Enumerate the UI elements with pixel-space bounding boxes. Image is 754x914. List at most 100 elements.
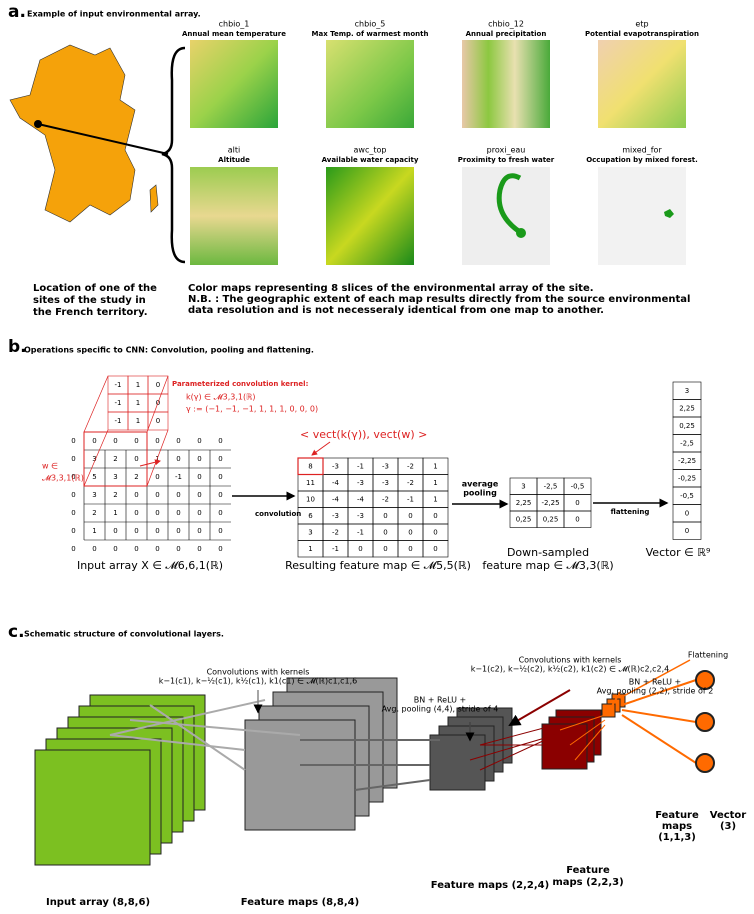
text: 0 — [134, 527, 138, 535]
text: 0 — [155, 545, 159, 553]
text: 2 — [92, 509, 96, 517]
text: 0 — [383, 512, 387, 520]
river-end — [516, 228, 526, 238]
arrow — [312, 442, 330, 455]
text: Feature — [566, 865, 610, 876]
text: Feature maps (2,2,4) — [431, 880, 549, 891]
text: 0 — [113, 545, 117, 553]
text: -2,25 — [541, 499, 559, 507]
feature-map — [542, 724, 587, 769]
text: awc_top — [354, 146, 387, 155]
text: -3 — [332, 462, 339, 470]
text: -1 — [175, 473, 182, 481]
text: 0 — [113, 437, 117, 445]
text: Convolutions with kernels — [207, 668, 310, 677]
env-map — [598, 40, 686, 128]
text: 0 — [575, 499, 579, 507]
text: 0,25 — [543, 515, 559, 523]
text: 0 — [71, 437, 75, 445]
text: 0 — [218, 437, 222, 445]
text: 0 — [197, 527, 201, 535]
text: -3 — [357, 479, 364, 487]
text: 0 — [134, 455, 138, 463]
text: etp — [635, 20, 648, 29]
text: 11 — [306, 479, 315, 487]
text: 0 — [134, 545, 138, 553]
text: 0 — [134, 491, 138, 499]
text: Annual precipitation — [466, 30, 547, 38]
text: Vector ∈ ℝ⁹ — [646, 546, 711, 559]
text: Annual mean temperature — [182, 30, 286, 38]
text: 0 — [197, 491, 201, 499]
text: 2 — [134, 473, 138, 481]
text: 0 — [408, 545, 412, 553]
text: 6 — [308, 512, 313, 520]
text: alti — [228, 146, 240, 155]
feature-map — [245, 720, 355, 830]
text: (3) — [720, 821, 736, 832]
text: chbio_5 — [355, 20, 386, 29]
feature-map — [35, 750, 150, 865]
text: -1 — [115, 417, 122, 425]
text: flattening — [611, 508, 650, 516]
text: 0 — [433, 528, 437, 536]
text: 1 — [92, 527, 96, 535]
arrow — [140, 461, 160, 466]
layer-structure: Convolutions with kernelsk−1(c1), k−½(c1… — [35, 651, 746, 909]
text: k−1(c2), k−½(c2), k½(c2), k1(c2) ∈ 𝓜(ℝ)c… — [471, 665, 670, 674]
env-map — [326, 40, 414, 128]
text: 0 — [408, 512, 412, 520]
text: sites of the study in — [33, 295, 146, 306]
text: 0 — [134, 509, 138, 517]
text: pooling — [463, 489, 497, 498]
text: Max Temp. of warmest month — [312, 30, 429, 38]
text: data resolution and is not necesseraly i… — [188, 305, 604, 316]
text: 0 — [433, 545, 437, 553]
text: 0,25 — [516, 515, 532, 523]
panel-label: c. — [8, 622, 25, 642]
text: 0 — [383, 545, 387, 553]
text: 0 — [71, 491, 75, 499]
text: (1,1,3) — [658, 832, 696, 843]
text: 1 — [136, 399, 140, 407]
corsica — [150, 185, 158, 212]
text: -2 — [382, 495, 389, 503]
text: 0 — [197, 545, 201, 553]
text: 3 — [308, 528, 312, 536]
text: -0,5 — [571, 482, 585, 490]
text: Color maps representing 8 slices of the … — [188, 283, 594, 294]
text: Avg. pooling (4,4), stride of 4 — [382, 705, 499, 714]
link — [84, 376, 108, 432]
env-map — [326, 167, 414, 265]
text: 0 — [685, 527, 689, 535]
env-map — [598, 167, 686, 265]
text: 0 — [71, 545, 75, 553]
text: 2 — [113, 455, 117, 463]
text: chbio_1 — [219, 20, 250, 29]
text: BN + ReLU + — [629, 678, 682, 687]
text: Potential evapotranspiration — [585, 30, 699, 38]
text: -2 — [407, 479, 414, 487]
text: 0 — [92, 437, 96, 445]
text: -1 — [357, 528, 364, 536]
text: 0 — [176, 527, 180, 535]
text: N.B. : The geographic extent of each map… — [188, 294, 690, 305]
text: 0 — [113, 527, 117, 535]
text: Proximity to fresh water — [458, 156, 555, 164]
france-map — [10, 45, 135, 222]
text: 0 — [71, 509, 75, 517]
text: 0,25 — [679, 422, 695, 430]
neuron — [696, 713, 714, 731]
text: 2,25 — [679, 405, 695, 413]
text: 2 — [113, 491, 117, 499]
text: -2,5 — [544, 482, 558, 490]
text: 𝓜3,3,1(ℝ) — [42, 474, 84, 483]
text: 0 — [92, 545, 96, 553]
text: < vect(k(γ)), vect(w) > — [300, 428, 427, 441]
text: 0 — [383, 528, 387, 536]
text: 0 — [218, 527, 222, 535]
text: Input array (8,8,6) — [46, 897, 150, 908]
text: feature map ∈ 𝓜3,3(ℝ) — [482, 559, 613, 572]
text: 1 — [433, 495, 437, 503]
env-map — [190, 167, 278, 265]
